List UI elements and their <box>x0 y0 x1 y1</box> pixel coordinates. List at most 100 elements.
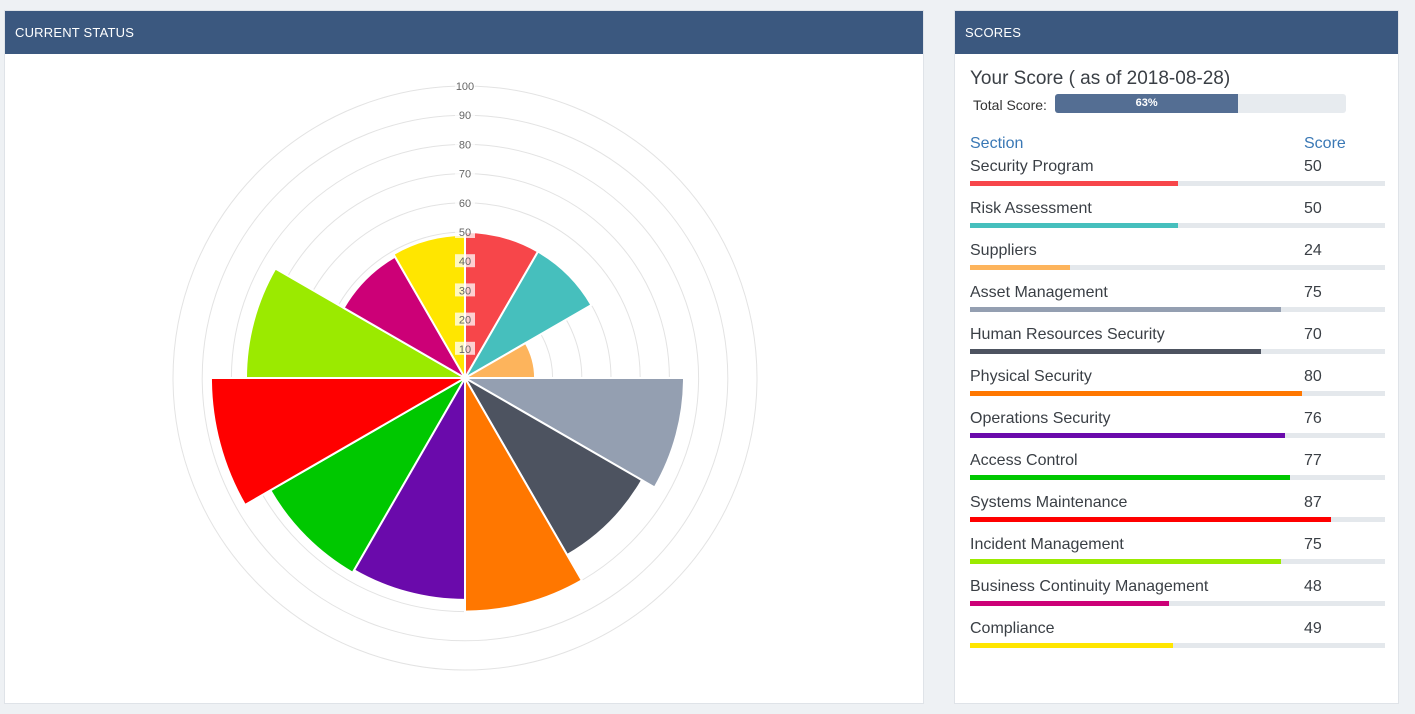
tick-label: 90 <box>459 110 471 122</box>
tick-label-backdrop <box>455 108 475 122</box>
score-row-bar <box>970 475 1385 480</box>
tick-label-backdrop <box>455 79 475 92</box>
score-row-bar <box>970 643 1385 648</box>
total-score-bar: 63% <box>1055 94 1346 113</box>
score-row-label: Suppliers <box>970 242 1037 259</box>
chart-slice[interactable] <box>244 267 469 379</box>
score-row-value: 80 <box>1304 368 1322 385</box>
chart-tick-labels: 10 20 30 40 50 60 70 80 90 100 <box>455 79 475 356</box>
chart-slices <box>209 230 686 613</box>
score-row-bar-fill <box>970 601 1170 606</box>
chart-slice[interactable] <box>209 377 469 507</box>
score-row-value: 48 <box>1304 578 1322 595</box>
score-row-label: Access Control <box>970 452 1078 469</box>
score-row-bar-fill <box>970 433 1286 438</box>
score-row-value: 77 <box>1304 452 1322 469</box>
chart-slice[interactable] <box>352 374 466 601</box>
chart-slice[interactable] <box>461 377 686 489</box>
score-row-value: 70 <box>1304 326 1322 343</box>
tick-label-backdrop <box>455 195 475 209</box>
score-row-bar-fill <box>970 643 1174 648</box>
score-row-bar <box>970 601 1385 606</box>
chart-slice[interactable] <box>268 375 468 575</box>
score-row: Asset Management 75 <box>970 284 1385 326</box>
tick-label-backdrop <box>455 254 475 268</box>
score-row-bar-fill <box>970 265 1070 270</box>
polar-area-chart: 10 20 30 40 50 60 70 80 90 100 <box>172 79 758 671</box>
score-row: Business Continuity Management 48 <box>970 578 1385 620</box>
chart-slice[interactable] <box>462 375 644 557</box>
tick-label: 30 <box>459 285 471 297</box>
score-row-bar <box>970 433 1385 438</box>
score-row-bar <box>970 517 1385 522</box>
score-row-bar <box>970 349 1385 354</box>
score-row-bar-fill <box>970 223 1178 228</box>
score-row: Incident Management 75 <box>970 536 1385 578</box>
score-row-bar-fill <box>970 181 1178 186</box>
score-row-label: Operations Security <box>970 410 1111 427</box>
score-row-label: Incident Management <box>970 536 1124 553</box>
score-row-bar-fill <box>970 391 1302 396</box>
score-row-bar <box>970 307 1385 312</box>
score-row: Human Resources Security 70 <box>970 326 1385 368</box>
score-row: Suppliers 24 <box>970 242 1385 284</box>
scores-panel: SCORES Your Score ( as of 2018-08-28) To… <box>954 10 1399 704</box>
score-row-value: 75 <box>1304 536 1322 553</box>
score-row-bar-fill <box>970 349 1261 354</box>
scores-header: SCORES <box>955 11 1398 54</box>
score-row-bar <box>970 223 1385 228</box>
tick-label: 50 <box>459 227 471 239</box>
score-row-value: 87 <box>1304 494 1322 511</box>
score-row-label: Security Program <box>970 158 1094 175</box>
score-row-label: Physical Security <box>970 368 1092 385</box>
score-row-label: Human Resources Security <box>970 326 1165 343</box>
score-row: Physical Security 80 <box>970 368 1385 410</box>
current-status-panel: CURRENT STATUS 10 20 30 40 50 60 70 80 90 100 <box>4 10 924 704</box>
score-row-value: 76 <box>1304 410 1322 427</box>
score-row: Compliance 49 <box>970 620 1385 662</box>
score-row: Security Program 50 <box>970 158 1385 200</box>
tick-label: 70 <box>459 169 471 181</box>
tick-label-backdrop <box>455 137 475 151</box>
score-row-value: 24 <box>1304 242 1322 259</box>
score-row-bar <box>970 559 1385 564</box>
score-column-header[interactable]: Score <box>1304 135 1346 152</box>
chart-slice[interactable] <box>462 250 593 381</box>
tick-label-backdrop <box>455 225 475 238</box>
tick-label-backdrop <box>455 312 475 326</box>
score-row: Risk Assessment 50 <box>970 200 1385 242</box>
score-row-bar-fill <box>970 307 1282 312</box>
total-score-label: Total Score: <box>973 97 1047 113</box>
tick-label: 60 <box>459 198 471 210</box>
tick-label: 80 <box>459 139 471 151</box>
score-row-label: Systems Maintenance <box>970 494 1128 511</box>
score-row-value: 50 <box>1304 158 1322 175</box>
score-title: Your Score ( as of 2018-08-28) <box>970 68 1231 89</box>
score-row-bar-fill <box>970 559 1282 564</box>
score-row-value: 75 <box>1304 284 1322 301</box>
score-row-label: Risk Assessment <box>970 200 1092 217</box>
section-column-header[interactable]: Section <box>970 135 1024 152</box>
tick-label-backdrop <box>455 166 475 180</box>
tick-label: 20 <box>459 315 471 327</box>
score-row-value: 49 <box>1304 620 1322 637</box>
tick-label: 10 <box>459 344 471 356</box>
score-row-bar <box>970 391 1385 396</box>
score-row-value: 50 <box>1304 200 1322 217</box>
score-row-label: Compliance <box>970 620 1055 637</box>
tick-label-backdrop <box>455 283 475 297</box>
score-row: Systems Maintenance 87 <box>970 494 1385 536</box>
current-status-header: CURRENT STATUS <box>5 11 923 54</box>
score-row-bar-fill <box>970 517 1332 522</box>
chart-slice[interactable] <box>464 374 584 613</box>
score-row-bar <box>970 181 1385 186</box>
score-row: Operations Security 76 <box>970 410 1385 452</box>
score-row-bar-fill <box>970 475 1290 480</box>
tick-label-backdrop <box>455 341 475 355</box>
total-score-fill: 63% <box>1055 94 1239 113</box>
tick-label: 100 <box>456 81 474 93</box>
score-row-bar <box>970 265 1385 270</box>
tick-label: 40 <box>459 256 471 268</box>
score-row-label: Business Continuity Management <box>970 578 1209 595</box>
score-row: Access Control 77 <box>970 452 1385 494</box>
